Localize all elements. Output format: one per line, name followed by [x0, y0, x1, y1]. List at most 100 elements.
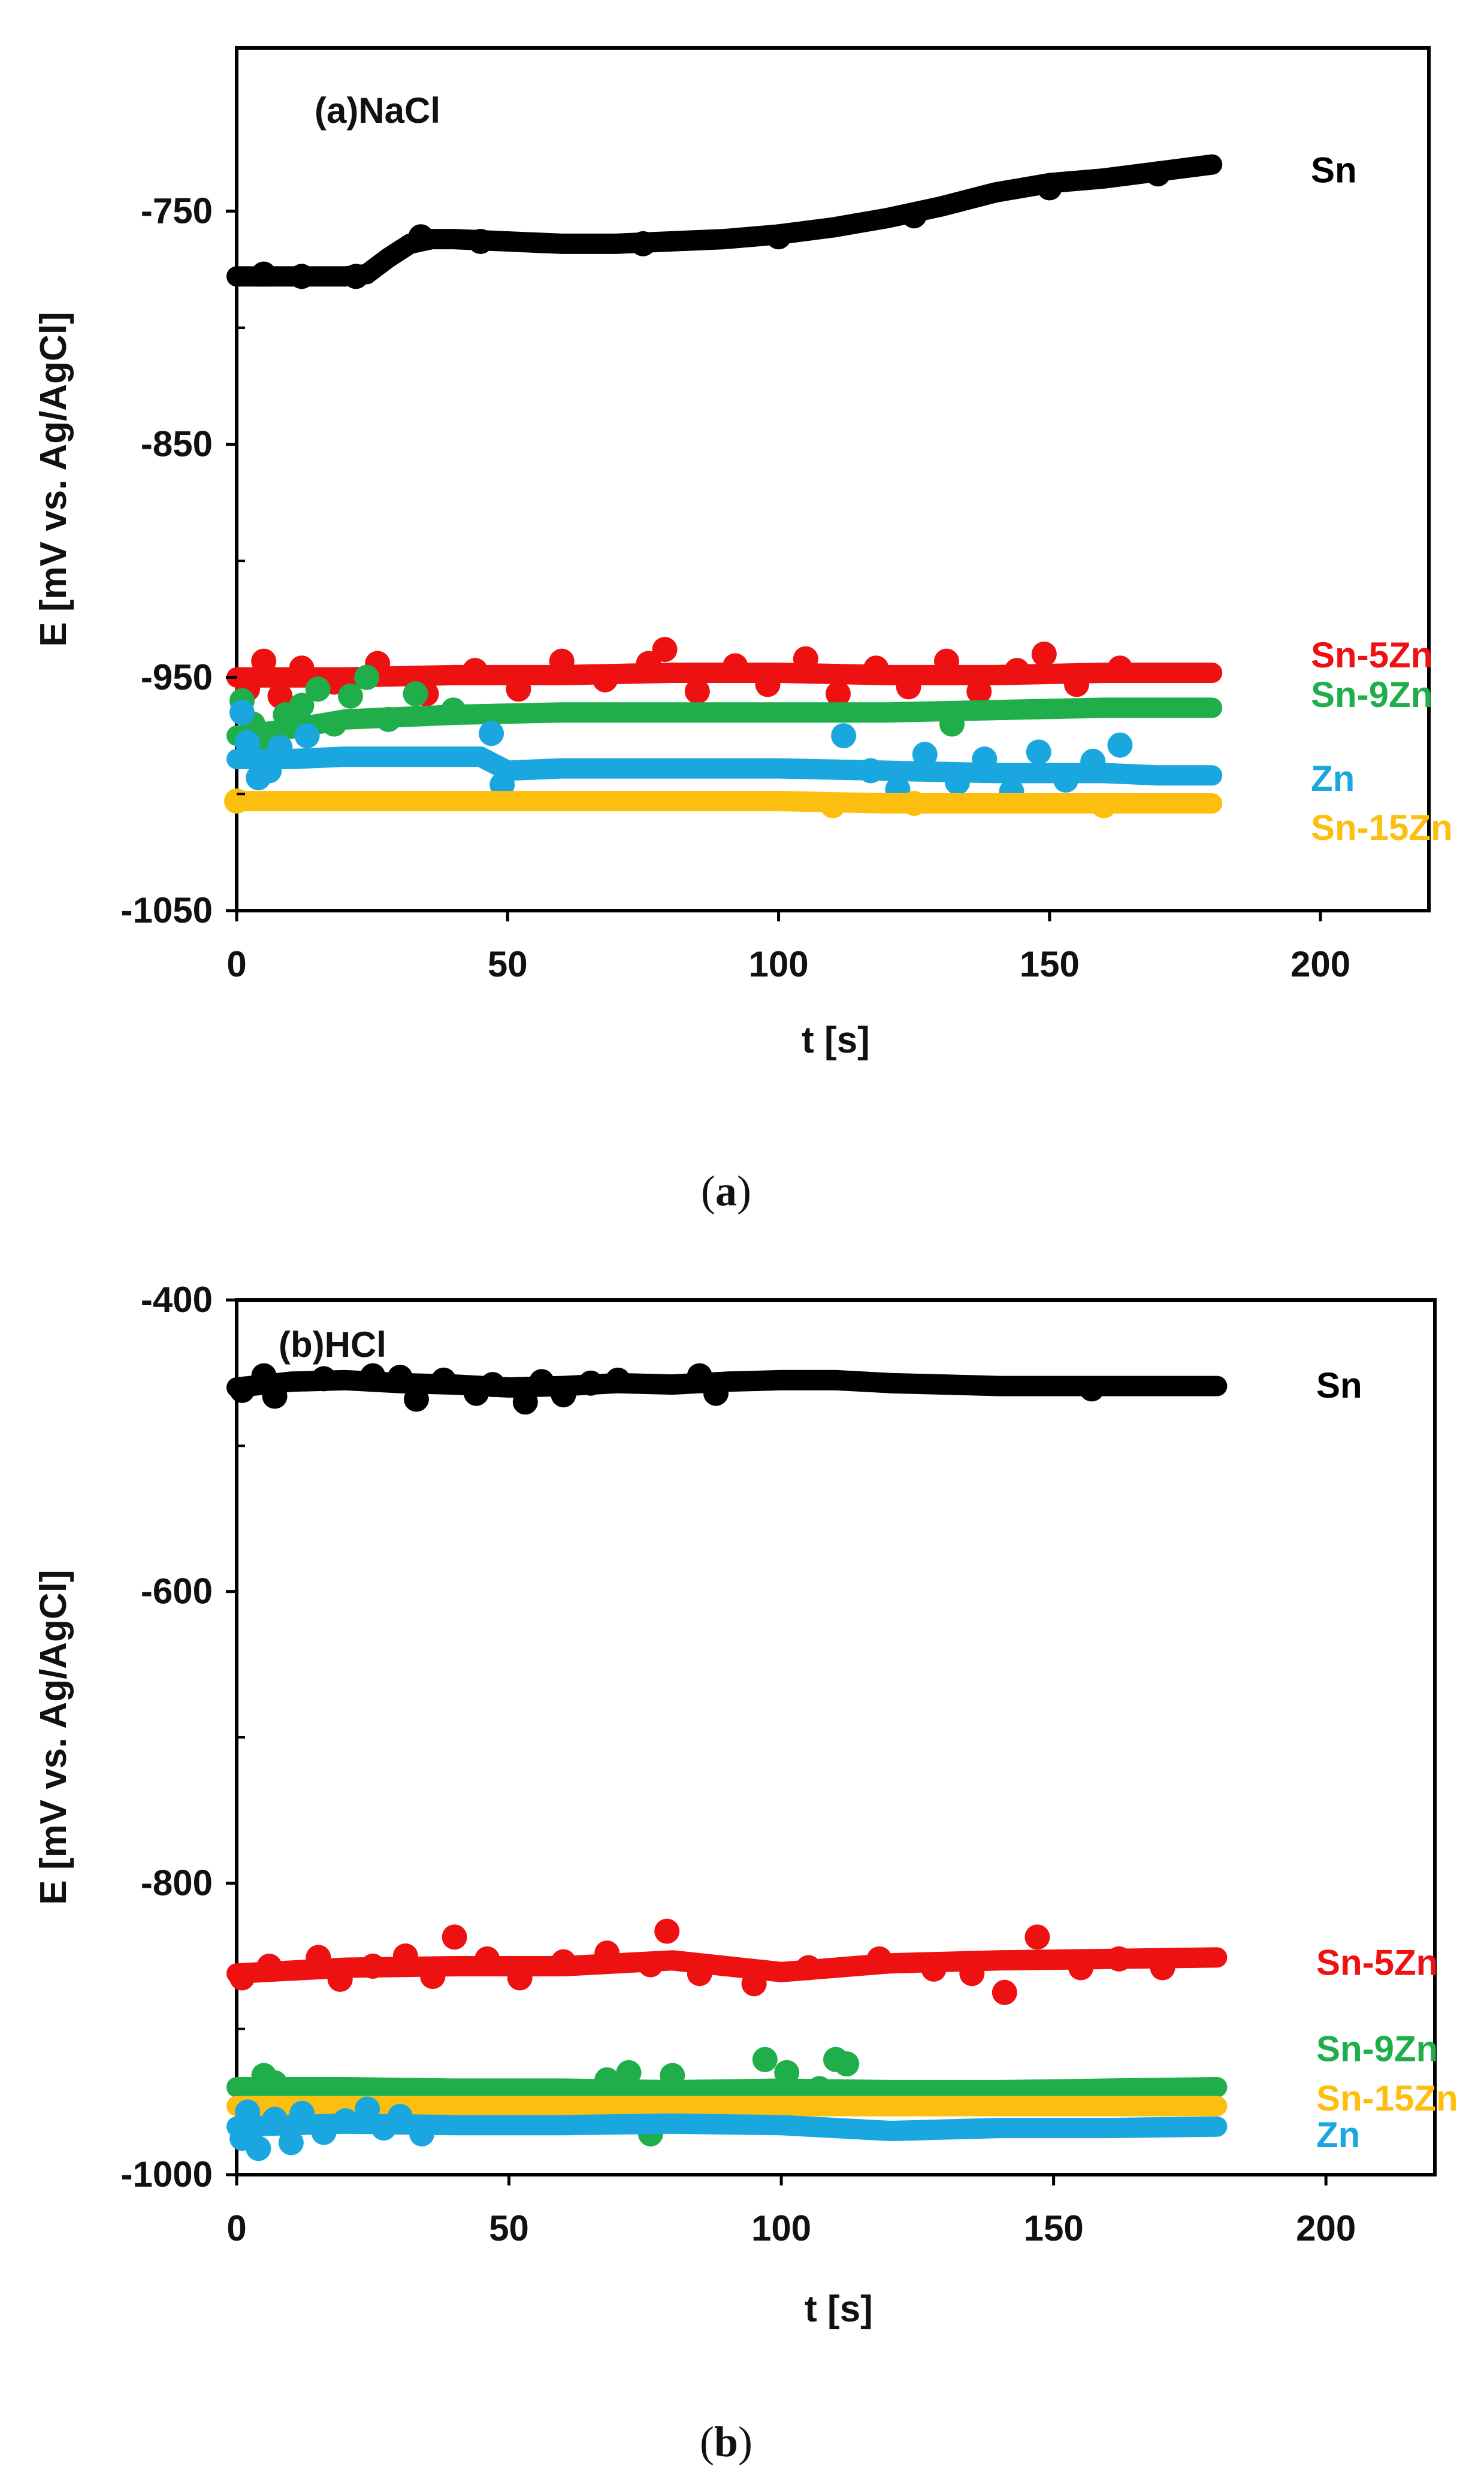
- panel-b-series-sn-5zn-point: [229, 1965, 255, 1991]
- panel-a-chart: 0 50 100 150 200 -750 -850 -950 -1050 (a)NaCl t …: [33, 46, 1453, 1061]
- panel-a-series-sn-5zn: [226, 637, 1223, 709]
- panel-b-y-tick-label: -600: [141, 1571, 213, 1612]
- panel-a-series-sn-point: [630, 231, 656, 256]
- panel-a-series-zn-trace: [226, 746, 1223, 786]
- panel-a-series-zn-point: [912, 742, 938, 767]
- panel-a-series-sn-9zn-point: [321, 711, 347, 737]
- panel-a-series-sn-5zn-point: [934, 648, 959, 674]
- panel-a-series-sn-5zn-point: [549, 648, 575, 674]
- panel-b-series-sn-point: [1079, 1376, 1105, 1402]
- panel-a-series-sn-point: [468, 229, 493, 254]
- panel-b-series-sn-point: [360, 1363, 386, 1389]
- panel-b-series-zn-point: [278, 2130, 304, 2156]
- panel-a-series-sn-15zn-label: Sn-15Zn: [1311, 808, 1453, 848]
- panel-b-x-tick-label: 150: [1024, 2208, 1084, 2248]
- panel-a-y-axis-label: E [mV vs. Ag/AgCl]: [33, 312, 74, 646]
- panel-b-series-sn-5zn-point: [1068, 1955, 1094, 1981]
- panel-a-series-sn-5zn-point: [896, 674, 921, 700]
- caption-b: (b): [700, 2418, 752, 2466]
- panel-b-y-axis-label: E [mV vs. Ag/AgCl]: [33, 1570, 74, 1904]
- panel-b-series-sn-5zn-point: [741, 1971, 767, 1997]
- panel-a-y-tick-label: -850: [141, 424, 213, 464]
- panel-a-x-tick-label: 50: [488, 944, 528, 984]
- panel-a-x-tick-label: 150: [1020, 944, 1080, 984]
- panel-b-series-sn-5zn-point: [256, 1954, 282, 1979]
- panel-a-series-sn-5zn-point: [636, 651, 661, 676]
- panel-a-series-sn-5zn-point: [793, 646, 818, 672]
- panel-a-series-sn-label: Sn: [1311, 150, 1357, 190]
- panel-a-series-zn-point: [235, 730, 261, 755]
- panel-b-series-zn-point: [409, 2121, 435, 2147]
- panel-b-series-sn: [226, 1363, 1228, 1415]
- panel-b-series-sn-9zn-point: [616, 2060, 642, 2085]
- panel-b-x-tick-label: 50: [489, 2208, 529, 2248]
- panel-b-series-sn-point: [262, 1383, 288, 1409]
- panel-b-series-sn-9zn-point: [834, 2051, 860, 2077]
- panel-a-series-sn-5zn-point: [966, 679, 992, 705]
- panel-b-series-sn-5zn: [226, 1918, 1228, 2005]
- panel-a-plot-frame: [235, 46, 1431, 912]
- panel-a-series-zn-point: [294, 723, 320, 749]
- panel-b-series-sn-5zn-point: [360, 1954, 386, 1979]
- panel-b-series-zn-point: [262, 2106, 288, 2132]
- panel-a-y-tick-label: -750: [141, 191, 213, 231]
- panel-b-series-sn-point: [578, 1370, 603, 1396]
- panel-b-series-zn: [226, 2096, 1228, 2161]
- panel-a-series-zn-point: [945, 769, 970, 795]
- panel-b-series-sn-point: [480, 1372, 506, 1398]
- panel-b-series-sn-label: Sn: [1316, 1365, 1362, 1405]
- panel-a-series-zn-point: [858, 758, 884, 784]
- panel-a-series-zn-point: [1053, 767, 1078, 793]
- panel-a-series-sn-15zn-point: [224, 788, 249, 814]
- panel-a-series-sn-9zn-point: [354, 664, 380, 690]
- panel-a-x-tick-label: 100: [748, 944, 808, 984]
- panel-b-series-sn-9zn-trace: [226, 2077, 1228, 2100]
- panel-b-tick-group: 0 50 100 150 200 -400 -600 -800 -1000: [121, 1280, 1356, 2248]
- panel-b-series-sn-point: [404, 1386, 429, 1412]
- panel-a-series-sn-15zn-point: [901, 791, 927, 816]
- panel-b-series-zn-point: [235, 2099, 261, 2125]
- panel-b-series-sn-5zn-point: [474, 1946, 500, 1972]
- panel-a-series-sn-5zn-point: [1107, 655, 1133, 681]
- panel-b-y-tick-label: -800: [141, 1863, 213, 1903]
- panel-b-series-sn-5zn-point: [637, 1952, 663, 1978]
- panel-b-series-sn-9zn-point: [660, 2063, 685, 2088]
- panel-b-series-sn-5zn-point: [392, 1943, 418, 1969]
- panel-a-x-tick-label: 0: [226, 944, 246, 984]
- panel-b-series-sn-point: [687, 1363, 712, 1389]
- panel-b-series-zn-label: Zn: [1316, 2115, 1360, 2155]
- panel-a-series-sn-15zn-point: [820, 793, 845, 818]
- panel-a-series-sn-point: [1145, 161, 1171, 187]
- panel-b-series-sn-5zn-point: [327, 1966, 353, 1992]
- panel-b-series-sn-point: [251, 1363, 277, 1389]
- panel-b-series-sn-point: [512, 1389, 538, 1415]
- panel-a-series-sn-point: [343, 264, 368, 289]
- panel-a-series-zn-point: [1080, 748, 1106, 774]
- caption-a-letter: a: [715, 1167, 737, 1215]
- panel-a-series-sn-9zn-point: [939, 711, 965, 737]
- panel-a-series-sn: [226, 154, 1223, 289]
- panel-b-series-sn-5zn-point: [420, 1964, 446, 1990]
- panel-b-x-tick-label: 200: [1296, 2208, 1356, 2248]
- panel-a-series-sn-5zn-point: [1064, 672, 1089, 697]
- panel-b-series-sn-5zn-point: [866, 1946, 892, 1972]
- panel-b-series-sn-9zn-point: [806, 2076, 832, 2102]
- panel-b-series-sn-9zn-point: [262, 2070, 288, 2096]
- panel-a-series-zn-point: [1026, 739, 1051, 765]
- panel-a-series-sn-5zn-trace: [226, 663, 1223, 688]
- panel-a-series-zn: [226, 700, 1223, 805]
- panel-b-series-sn-5zn-point: [442, 1924, 467, 1950]
- panel-b-series-sn-9zn-label: Sn-9Zn: [1316, 2029, 1438, 2069]
- panel-a-series-zn-point: [229, 700, 255, 725]
- panel-b-series-sn-5zn-point: [507, 1965, 533, 1991]
- panel-b-series-sn-5zn-point: [796, 1955, 821, 1981]
- panel-b-series-sn-5zn-point: [1150, 1955, 1175, 1981]
- panel-a-series-sn-5zn-point: [463, 658, 488, 684]
- panel-a-series-sn-5zn-point: [863, 655, 889, 681]
- panel-b-series-zn-point: [246, 2136, 271, 2161]
- panel-a-series-sn-5zn-point: [506, 676, 531, 702]
- panel-b-series-sn-5zn-point: [306, 1945, 331, 1970]
- panel-b-series-zn-point: [355, 2096, 380, 2122]
